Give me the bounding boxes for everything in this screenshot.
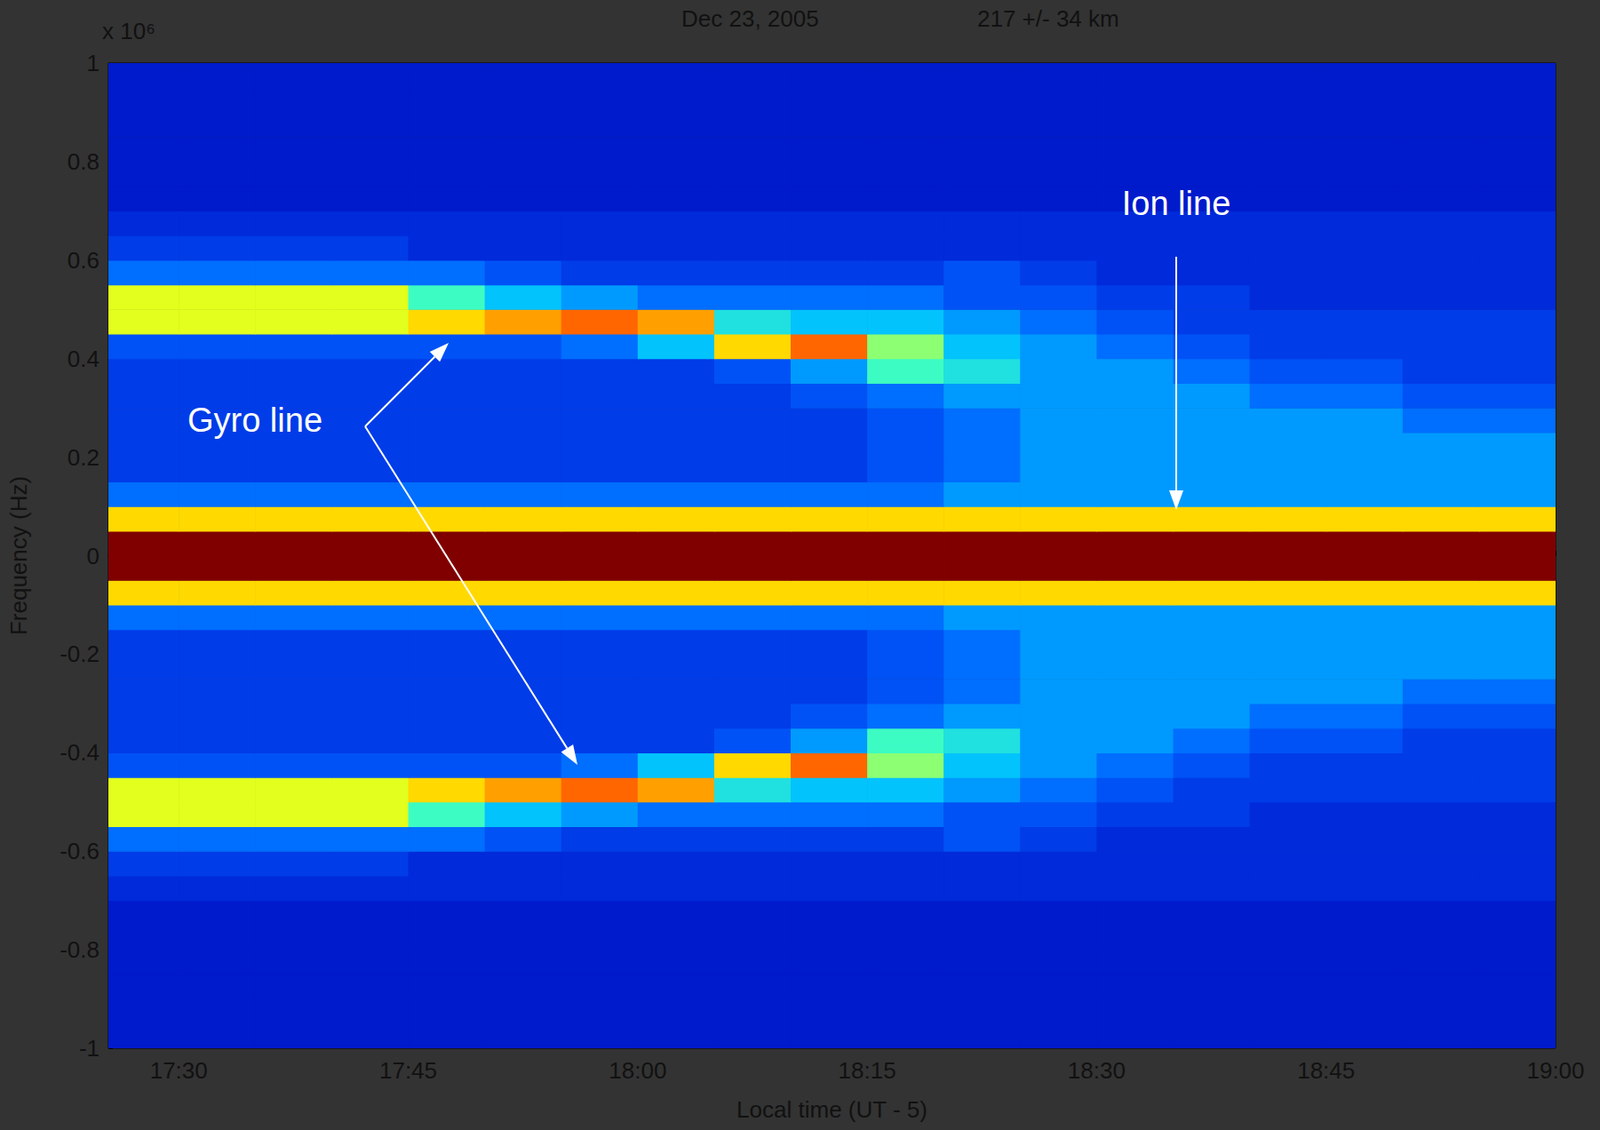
svg-text:Local time (UT - 5): Local time (UT - 5) <box>736 1096 928 1123</box>
svg-text:0: 0 <box>87 542 100 570</box>
svg-text:18:15: 18:15 <box>838 1057 897 1084</box>
svg-text:-0.8: -0.8 <box>59 936 100 964</box>
svg-text:18:45: 18:45 <box>1297 1057 1355 1084</box>
svg-text:17:30: 17:30 <box>150 1057 208 1084</box>
svg-text:0.2: 0.2 <box>67 444 100 471</box>
svg-text:0.4: 0.4 <box>67 345 100 373</box>
svg-text:1: 1 <box>87 49 100 77</box>
svg-text:-1: -1 <box>79 1034 100 1062</box>
svg-text:-0.6: -0.6 <box>59 837 100 865</box>
svg-text:0.8: 0.8 <box>67 148 100 176</box>
svg-text:217 +/- 34 km: 217 +/- 34 km <box>977 5 1120 32</box>
svg-text:Frequency (Hz): Frequency (Hz) <box>5 476 32 636</box>
svg-text:18:30: 18:30 <box>1067 1057 1126 1084</box>
svg-text:Gyro line: Gyro line <box>187 401 323 439</box>
svg-text:18:00: 18:00 <box>608 1057 667 1084</box>
svg-text:17:45: 17:45 <box>379 1057 438 1084</box>
svg-text:Dec 23, 2005: Dec 23, 2005 <box>681 5 820 32</box>
svg-text:19:00: 19:00 <box>1526 1057 1585 1084</box>
svg-text:0.6: 0.6 <box>67 246 100 274</box>
svg-text:-0.2: -0.2 <box>59 640 100 668</box>
svg-text:Ion line: Ion line <box>1122 184 1232 223</box>
svg-text:-0.4: -0.4 <box>59 739 100 766</box>
svg-text:x 10⁶: x 10⁶ <box>102 17 156 45</box>
